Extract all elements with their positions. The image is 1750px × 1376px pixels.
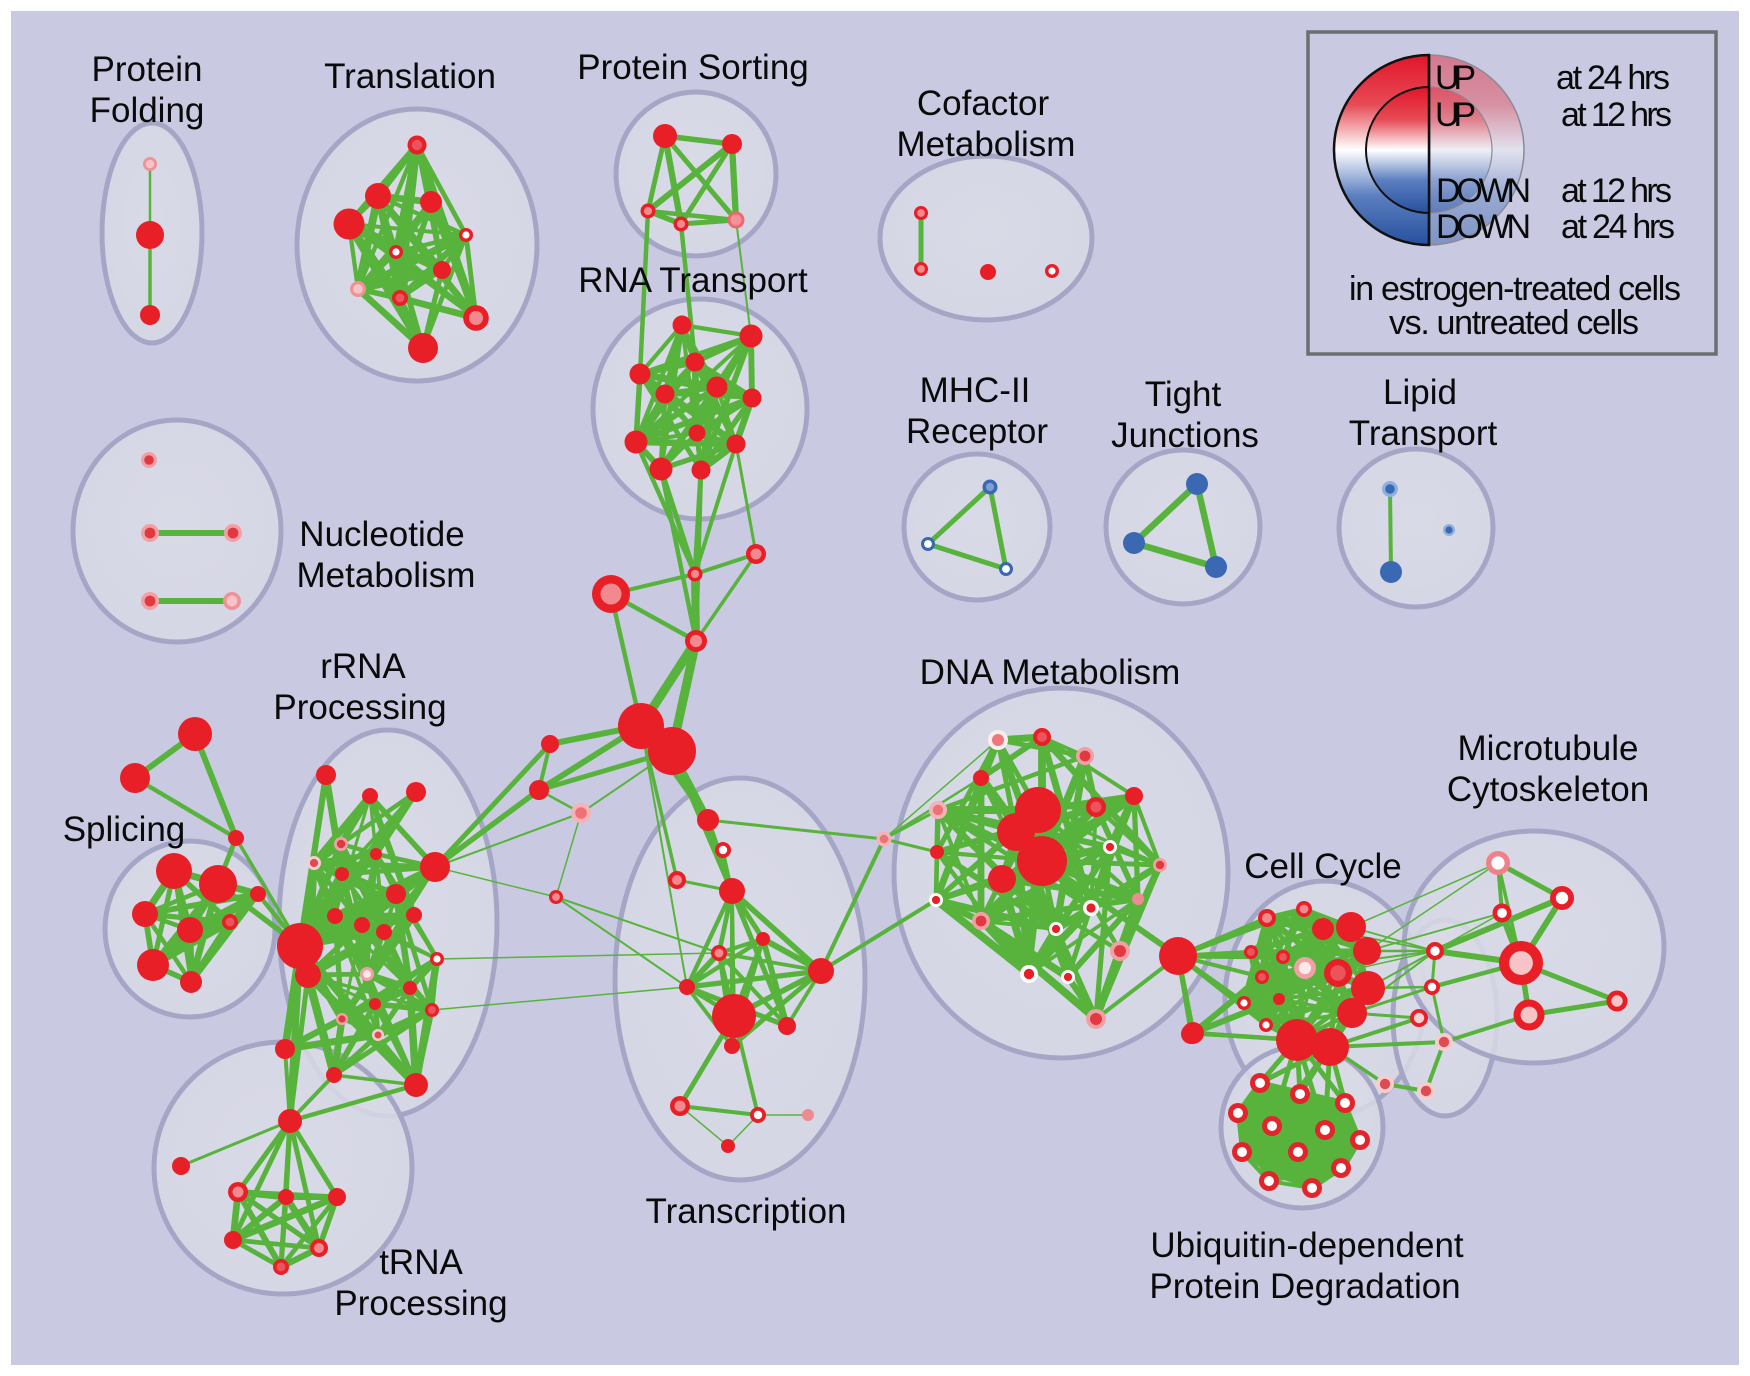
- svg-text:Cell Cycle: Cell Cycle: [1244, 847, 1402, 886]
- svg-text:Cytoskeleton: Cytoskeleton: [1447, 770, 1649, 809]
- svg-text:Nucleotide: Nucleotide: [299, 515, 464, 554]
- svg-text:in estrogen-treated cells: in estrogen-treated cells: [1349, 270, 1681, 308]
- svg-text:Cofactor: Cofactor: [917, 84, 1050, 123]
- svg-text:Junctions: Junctions: [1111, 416, 1259, 455]
- svg-text:Processing: Processing: [334, 1284, 507, 1323]
- svg-text:Metabolism: Metabolism: [297, 556, 476, 595]
- svg-text:Tight: Tight: [1145, 375, 1222, 414]
- svg-text:Receptor: Receptor: [906, 412, 1048, 451]
- svg-text:Protein Degradation: Protein Degradation: [1149, 1267, 1460, 1306]
- svg-text:tRNA: tRNA: [379, 1243, 463, 1282]
- svg-text:at 12 hrs: at 12 hrs: [1561, 172, 1672, 210]
- svg-text:Microtubule: Microtubule: [1458, 729, 1639, 768]
- svg-text:at 12 hrs: at 12 hrs: [1561, 96, 1672, 134]
- svg-text:UP: UP: [1435, 59, 1476, 97]
- svg-text:Ubiquitin-dependent: Ubiquitin-dependent: [1150, 1226, 1464, 1265]
- svg-text:Splicing: Splicing: [63, 810, 186, 849]
- svg-text:MHC-II: MHC-II: [920, 371, 1031, 410]
- svg-text:Protein Sorting: Protein Sorting: [577, 48, 809, 87]
- svg-text:DOWN: DOWN: [1436, 172, 1531, 210]
- svg-text:vs. untreated cells: vs. untreated cells: [1389, 304, 1639, 342]
- svg-text:rRNA: rRNA: [320, 647, 406, 686]
- svg-text:RNA Transport: RNA Transport: [578, 261, 808, 300]
- svg-text:UP: UP: [1435, 96, 1476, 134]
- svg-text:DNA Metabolism: DNA Metabolism: [920, 653, 1181, 692]
- svg-text:at 24 hrs: at 24 hrs: [1556, 59, 1670, 97]
- svg-text:Lipid: Lipid: [1383, 373, 1457, 412]
- svg-text:DOWN: DOWN: [1436, 208, 1531, 246]
- svg-text:Protein: Protein: [92, 50, 203, 89]
- svg-text:Metabolism: Metabolism: [897, 125, 1076, 164]
- svg-text:Folding: Folding: [90, 91, 205, 130]
- svg-text:Transport: Transport: [1349, 414, 1498, 453]
- svg-text:Transcription: Transcription: [646, 1192, 847, 1231]
- svg-text:Processing: Processing: [273, 688, 446, 727]
- svg-text:at 24 hrs: at 24 hrs: [1561, 208, 1675, 246]
- svg-text:Translation: Translation: [324, 57, 496, 96]
